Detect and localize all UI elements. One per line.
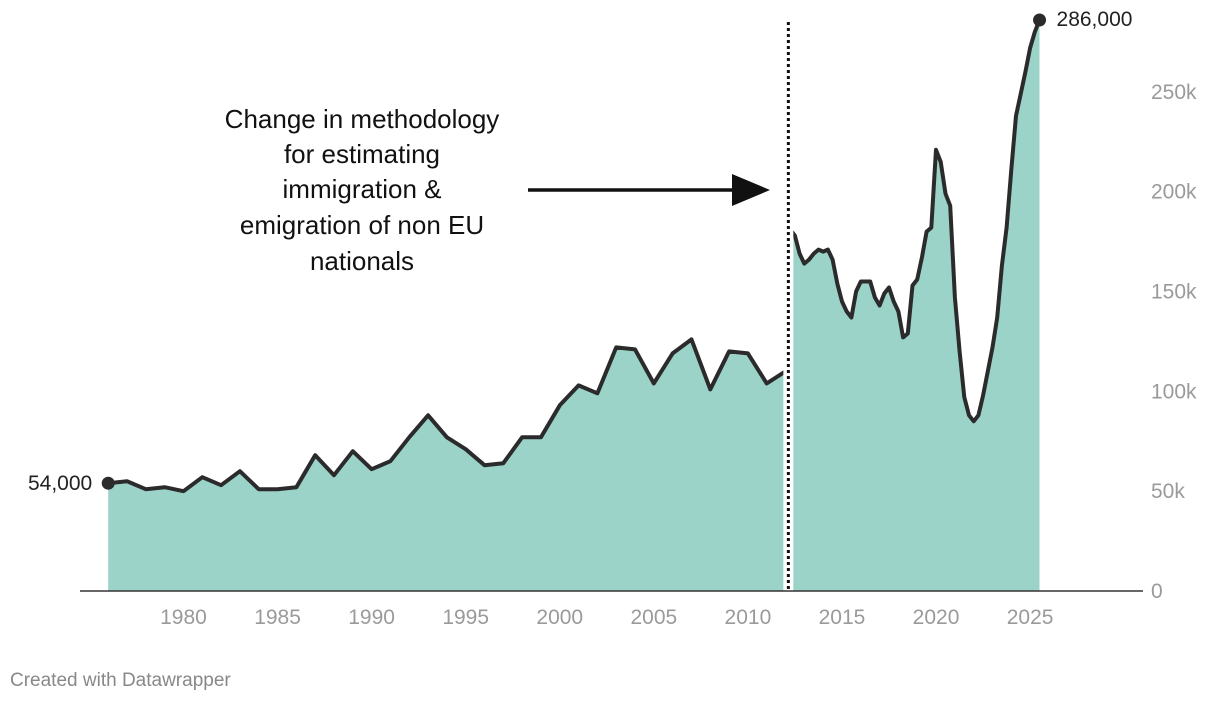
start-value-label: 54,000 (28, 472, 92, 495)
x-tick-label: 2010 (725, 606, 772, 629)
annotation-arrow-head (732, 174, 770, 206)
series-line-new-methodology (793, 18, 1042, 424)
y-tick-label: 150k (1151, 281, 1197, 304)
y-tick-label: 0 (1151, 580, 1163, 603)
annotation-line: Change in methodology (225, 104, 500, 134)
x-tick-label: 2005 (630, 606, 677, 629)
annotation-line: immigration & (283, 174, 442, 204)
area-fill-new-methodology (793, 20, 1040, 591)
y-tick-label: 100k (1151, 380, 1197, 403)
x-tick-label: 2000 (536, 606, 583, 629)
end-value-label: 286,000 (1057, 8, 1133, 31)
annotation-line: for estimating (284, 139, 440, 169)
annotation-line: emigration of non EU (240, 210, 484, 240)
x-tick-label: 2025 (1007, 606, 1054, 629)
x-tick-label: 1985 (254, 606, 301, 629)
start-point-marker (101, 476, 115, 490)
y-tick-label: 200k (1151, 181, 1197, 204)
x-tick-label: 2015 (819, 606, 866, 629)
area-fill-old-methodology (108, 339, 784, 591)
methodology-annotation: Change in methodology for estimating imm… (225, 104, 770, 276)
x-tick-label: 1980 (160, 606, 207, 629)
y-tick-label: 250k (1151, 81, 1197, 104)
x-axis-labels: 1980 1985 1990 1995 2000 2005 2010 2015 2020 2025 (160, 606, 1053, 629)
x-tick-label: 1995 (442, 606, 489, 629)
x-tick-label: 1990 (348, 606, 395, 629)
y-tick-label: 50k (1151, 480, 1185, 503)
end-point-marker (1033, 13, 1047, 27)
series-line-old-methodology (106, 337, 784, 494)
x-tick-label: 2020 (913, 606, 960, 629)
y-axis-labels: 0 50k 100k 150k 200k 250k (1151, 81, 1197, 603)
footer-credit: Created with Datawrapper (10, 670, 231, 691)
annotation-line: nationals (310, 246, 414, 276)
